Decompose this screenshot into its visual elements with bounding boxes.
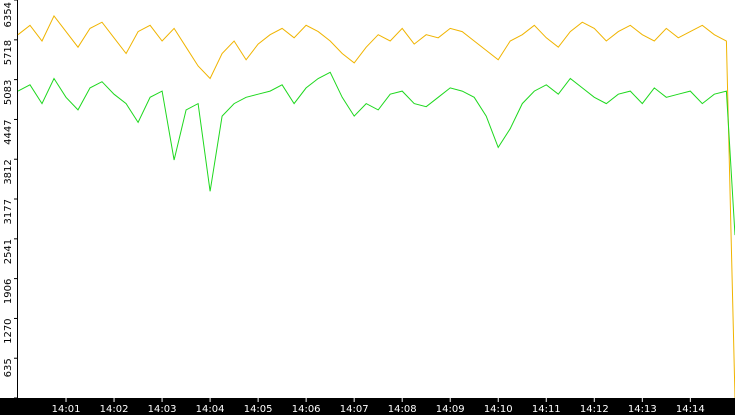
- x-tick-label: 14:14: [676, 404, 705, 415]
- y-tick-label: 3812: [3, 159, 14, 184]
- x-tick-label: 14:02: [100, 404, 129, 415]
- y-tick-label: 4447: [3, 119, 14, 144]
- y-tick-label: 1270: [3, 318, 14, 343]
- x-tick-label: 14:10: [484, 404, 513, 415]
- x-tick-label: 14:04: [196, 404, 225, 415]
- x-tick-label: 14:07: [340, 404, 369, 415]
- x-tick-label: 14:13: [628, 404, 657, 415]
- x-tick-label: 14:06: [292, 404, 321, 415]
- x-tick-label: 14:12: [580, 404, 609, 415]
- x-tick-label: 14:08: [388, 404, 417, 415]
- y-tick-label: 5718: [3, 40, 14, 65]
- x-tick-label: 14:11: [532, 404, 561, 415]
- y-tick-label: 0: [3, 398, 14, 404]
- x-axis-band: [0, 398, 735, 415]
- y-tick-label: 5083: [3, 80, 14, 105]
- y-tick-label: 1906: [3, 279, 14, 304]
- x-tick-label: 14:01: [52, 404, 81, 415]
- y-tick-label: 3177: [3, 199, 14, 224]
- y-tick-label: 6354: [3, 2, 14, 27]
- series-line: [17, 71, 735, 236]
- y-tick-label: 635: [3, 358, 14, 377]
- x-tick-label: 14:09: [436, 404, 465, 415]
- y-tick-label: 2541: [3, 239, 14, 264]
- x-tick-label: 14:03: [148, 404, 177, 415]
- series-line: [17, 14, 735, 399]
- x-tick-label: 14:05: [244, 404, 273, 415]
